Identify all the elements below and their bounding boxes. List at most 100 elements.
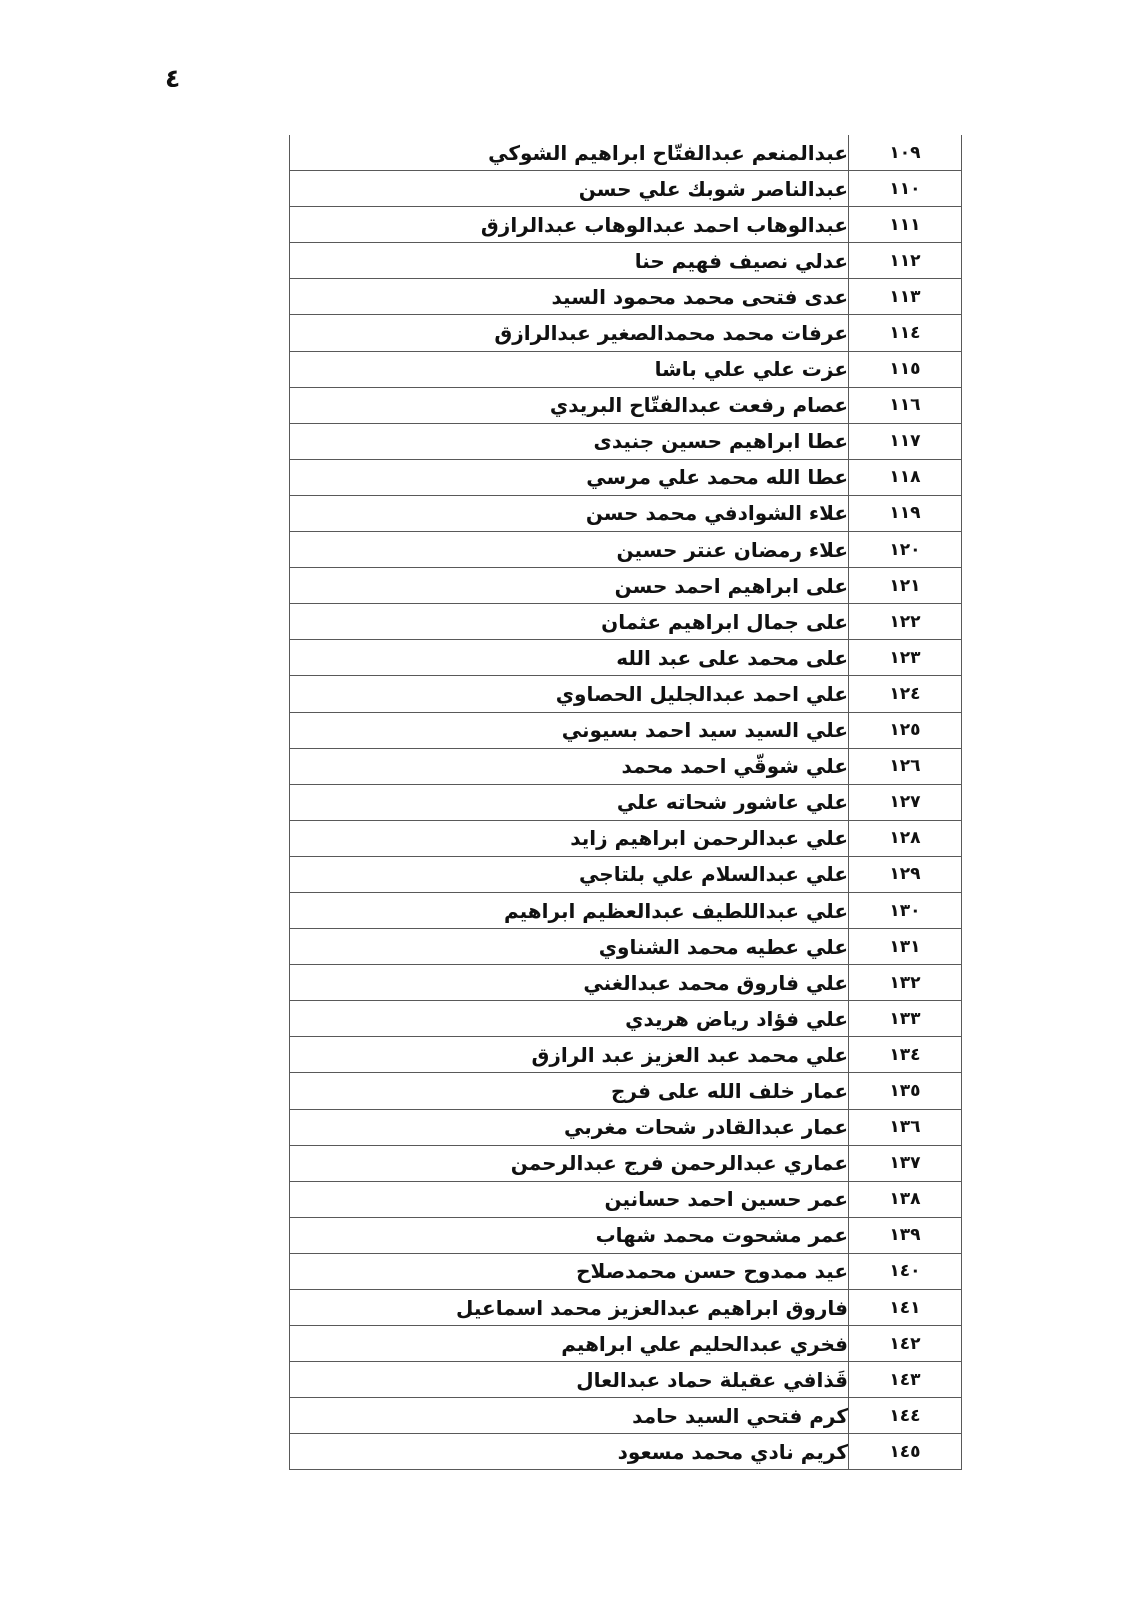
table-row: ١١٨ عطا الله محمد علي مرسي — [289, 458, 962, 496]
table-row: ١٠٩ عبدالمنعم عبدالفتّاح ابراهيم الشوكي — [289, 135, 962, 172]
row-number: ١١٤ — [848, 314, 962, 352]
row-number: ١٤٥ — [848, 1433, 962, 1471]
table-row: ١٢٥ علي السيد سيد احمد بسيوني — [289, 711, 962, 749]
row-name: فاروق ابراهيم عبدالعزيز محمد اسماعيل — [289, 1288, 849, 1327]
names-table: ١٠٩ عبدالمنعم عبدالفتّاح ابراهيم الشوكي ١١… — [289, 135, 962, 1471]
row-number: ١٤٢ — [848, 1325, 962, 1363]
row-number: ١٣٠ — [848, 891, 962, 930]
row-name: على ابراهيم احمد حسن — [289, 567, 849, 605]
row-name: عمار خلف الله على فرج — [289, 1072, 849, 1110]
row-number: ١١٠ — [848, 170, 962, 208]
row-name: كريم نادي محمد مسعود — [289, 1433, 849, 1471]
row-name: علي عطيه محمد الشناوي — [289, 928, 849, 966]
row-number: ١١٨ — [848, 458, 962, 496]
row-number: ١١٥ — [848, 350, 962, 388]
page-number: ٤ — [165, 64, 181, 93]
row-name: عرفات محمد محمدالصغير عبدالرازق — [289, 314, 849, 352]
table-row: ١١٥ عزت علي علي باشا — [289, 350, 962, 388]
table-row: ١٢٢ على جمال ابراهيم عثمان — [289, 603, 962, 641]
row-name: عماري عبدالرحمن فرج عبدالرحمن — [289, 1144, 849, 1182]
row-name: علي عبدالرحمن ابراهيم زايد — [289, 819, 849, 857]
row-number: ١٣٥ — [848, 1072, 962, 1110]
table-row: ١٣٠ علي عبداللطيف عبدالعظيم ابراهيم — [289, 891, 962, 930]
row-number: ١٠٩ — [848, 135, 962, 172]
table-row: ١٢١ على ابراهيم احمد حسن — [289, 567, 962, 605]
table-row: ١٣١ علي عطيه محمد الشناوي — [289, 928, 962, 966]
table-row: ١٢٤ علي احمد عبدالجليل الحصاوي — [289, 675, 962, 713]
row-number: ١٢٨ — [848, 819, 962, 857]
table-row: ١٣٢ علي فاروق محمد عبدالغني — [289, 964, 962, 1002]
row-name: علي عاشور شحاته علي — [289, 783, 849, 821]
row-name: عبدالوهاب احمد عبدالوهاب عبدالرازق — [289, 206, 849, 244]
table-row: ١٢٧ علي عاشور شحاته علي — [289, 783, 962, 821]
row-name: عبدالناصر شوبك علي حسن — [289, 170, 849, 208]
row-number: ١٤١ — [848, 1288, 962, 1327]
row-name: على جمال ابراهيم عثمان — [289, 603, 849, 641]
row-number: ١٣٤ — [848, 1036, 962, 1074]
row-number: ١٣٢ — [848, 964, 962, 1002]
row-name: على محمد على عبد الله — [289, 639, 849, 677]
table-row: ١١٩ علاء الشوادفي محمد حسن — [289, 494, 962, 533]
row-name: علي فؤاد رياض هريدي — [289, 1000, 849, 1038]
row-name: قَذافي عقيلة حماد عبدالعال — [289, 1361, 849, 1399]
row-number: ١١٦ — [848, 386, 962, 424]
row-number: ١٣١ — [848, 928, 962, 966]
row-number: ١٢٩ — [848, 855, 962, 893]
table-row: ١١١ عبدالوهاب احمد عبدالوهاب عبدالرازق — [289, 206, 962, 244]
table-row: ١١٣ عدى فتحى محمد محمود السيد — [289, 278, 962, 316]
row-number: ١٢٦ — [848, 747, 962, 785]
row-name: عدلي نصيف فهيم حنا — [289, 242, 849, 280]
row-name: علي محمد عبد العزيز عبد الرازق — [289, 1036, 849, 1074]
table-row: ١٢٨ علي عبدالرحمن ابراهيم زايد — [289, 819, 962, 857]
row-name: عيد ممدوح حسن محمدصلاح — [289, 1252, 849, 1291]
table-row: ١٣٤ علي محمد عبد العزيز عبد الرازق — [289, 1036, 962, 1074]
table-row: ١٣٨ عمر حسين احمد حسانين — [289, 1180, 962, 1218]
row-number: ١١٧ — [848, 422, 962, 460]
row-number: ١٢٣ — [848, 639, 962, 677]
row-name: عطا ابراهيم حسين جنيدى — [289, 422, 849, 460]
row-number: ١٢١ — [848, 567, 962, 605]
row-name: علي السيد سيد احمد بسيوني — [289, 711, 849, 749]
table-row: ١٤٣ قَذافي عقيلة حماد عبدالعال — [289, 1361, 962, 1399]
row-number: ١٢٥ — [848, 711, 962, 749]
table-row: ١٣٥ عمار خلف الله على فرج — [289, 1072, 962, 1110]
table-row: ١٣٧ عماري عبدالرحمن فرج عبدالرحمن — [289, 1144, 962, 1182]
row-name: علاء رمضان عنتر حسين — [289, 531, 849, 569]
row-name: علي فاروق محمد عبدالغني — [289, 964, 849, 1002]
row-name: علي عبدالسلام علي بلتاجي — [289, 855, 849, 893]
row-name: علي احمد عبدالجليل الحصاوي — [289, 675, 849, 713]
row-number: ١١٢ — [848, 242, 962, 280]
row-number: ١١٣ — [848, 278, 962, 316]
row-number: ١٢٤ — [848, 675, 962, 713]
row-number: ١٣٧ — [848, 1144, 962, 1182]
table-row: ١١٠ عبدالناصر شوبك علي حسن — [289, 170, 962, 208]
table-row: ١٢٣ على محمد على عبد الله — [289, 639, 962, 677]
row-number: ١٣٩ — [848, 1216, 962, 1254]
row-number: ١٣٨ — [848, 1180, 962, 1218]
row-name: علي عبداللطيف عبدالعظيم ابراهيم — [289, 891, 849, 930]
row-name: عصام رفعت عبدالفتّاح البريدي — [289, 386, 849, 424]
row-name: عمر حسين احمد حسانين — [289, 1180, 849, 1218]
table-row: ١٤٥ كريم نادي محمد مسعود — [289, 1433, 962, 1471]
table-row: ١٤٠ عيد ممدوح حسن محمدصلاح — [289, 1252, 962, 1291]
row-number: ١٤٠ — [848, 1252, 962, 1291]
row-name: كرم فتحي السيد حامد — [289, 1397, 849, 1435]
table-row: ١٤١ فاروق ابراهيم عبدالعزيز محمد اسماعيل — [289, 1288, 962, 1327]
table-row: ١٣٩ عمر مشحوت محمد شهاب — [289, 1216, 962, 1254]
row-name: عدى فتحى محمد محمود السيد — [289, 278, 849, 316]
table-row: ١٤٢ فخري عبدالحليم علي ابراهيم — [289, 1325, 962, 1363]
table-row: ١٤٤ كرم فتحي السيد حامد — [289, 1397, 962, 1435]
row-name: عبدالمنعم عبدالفتّاح ابراهيم الشوكي — [289, 135, 849, 172]
row-number: ١٣٣ — [848, 1000, 962, 1038]
row-name: علي شوقّي احمد محمد — [289, 747, 849, 785]
row-number: ١١٩ — [848, 494, 962, 533]
row-name: عزت علي علي باشا — [289, 350, 849, 388]
table-row: ١٢٠ علاء رمضان عنتر حسين — [289, 531, 962, 569]
row-number: ١٢٢ — [848, 603, 962, 641]
row-number: ١٣٦ — [848, 1108, 962, 1146]
table-row: ١٣٣ علي فؤاد رياض هريدي — [289, 1000, 962, 1038]
table-row: ١٣٦ عمار عبدالقادر شحات مغربي — [289, 1108, 962, 1146]
row-name: عمر مشحوت محمد شهاب — [289, 1216, 849, 1254]
table-row: ١٢٩ علي عبدالسلام علي بلتاجي — [289, 855, 962, 893]
